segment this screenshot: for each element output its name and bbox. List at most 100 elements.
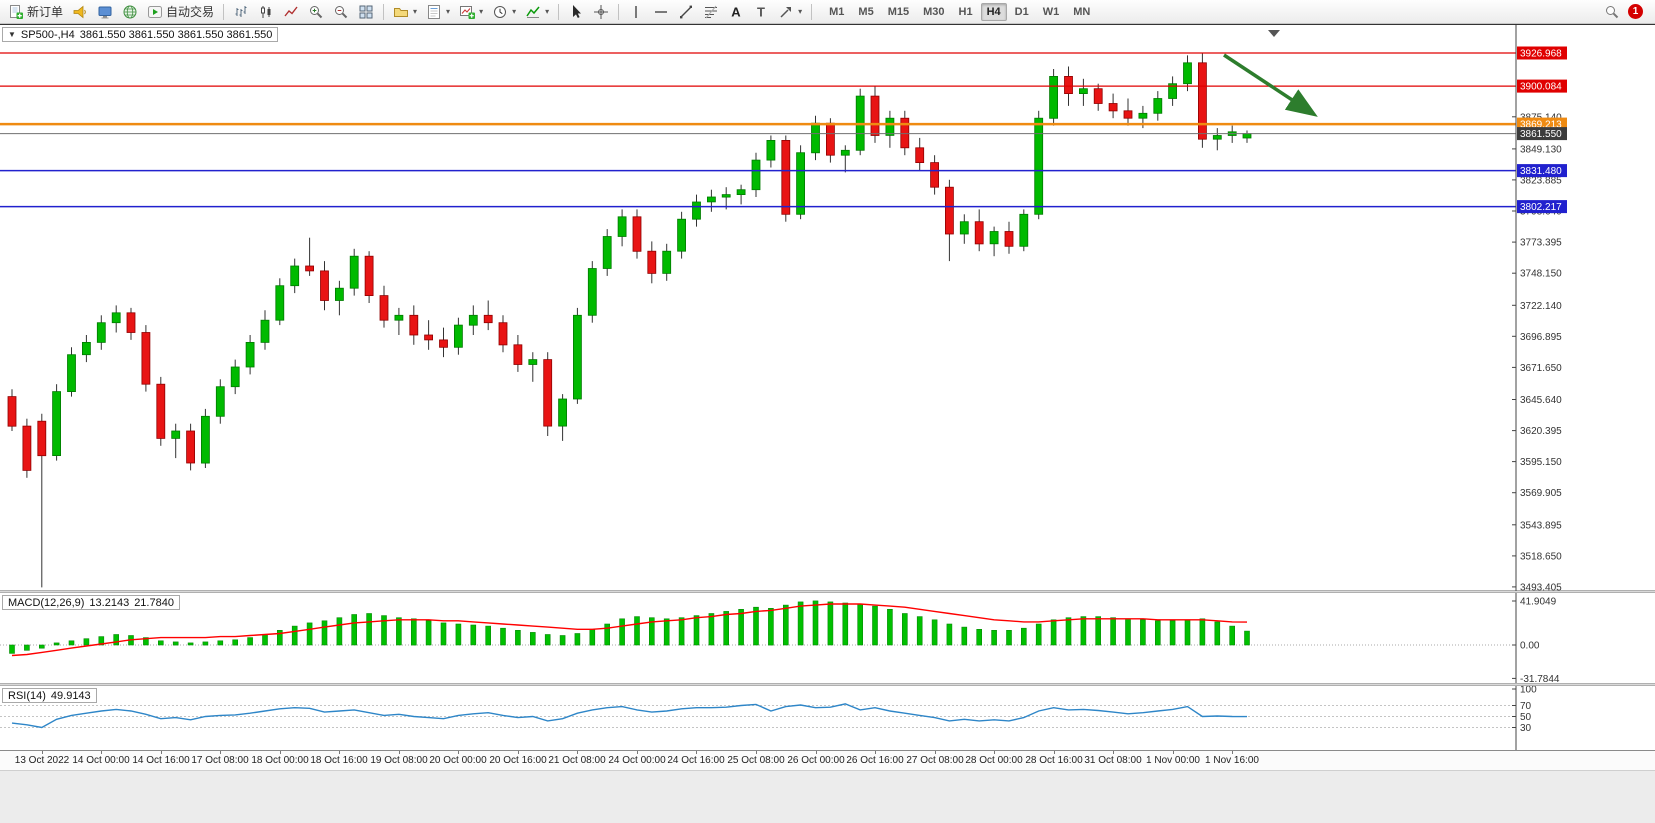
timeframe-button-d1[interactable]: D1 [1009, 3, 1035, 21]
vertical-line-tool-button[interactable] [624, 1, 648, 22]
fibonacci-icon [705, 5, 718, 18]
price-axis-label: 3696.895 [1520, 332, 1562, 343]
time-tick [399, 751, 400, 754]
notification-badge[interactable]: 1 [1628, 4, 1643, 19]
indicators-button[interactable]: ▾ [521, 1, 553, 22]
news-button[interactable] [68, 1, 92, 22]
one-click-collapse-icon[interactable]: ▼ [8, 29, 16, 39]
periods-button[interactable]: ▾ [488, 1, 520, 22]
main-chart-canvas[interactable]: 3875.1403849.1303823.8853798.6403773.395… [0, 25, 1655, 591]
panel-splitter[interactable] [0, 683, 1655, 686]
time-axis-label: 1 Nov 16:00 [1205, 755, 1259, 766]
time-tick [1232, 751, 1233, 754]
dropdown-caret-icon: ▾ [545, 7, 550, 16]
label-tool-button[interactable]: T [749, 1, 773, 22]
price-axis-label: 3543.895 [1520, 520, 1562, 531]
autotrading-button[interactable]: 自动交易 [143, 1, 218, 22]
templates-button[interactable]: ▾ [422, 1, 454, 22]
crosshair-button[interactable] [589, 1, 613, 22]
timeframe-button-mn[interactable]: MN [1067, 3, 1096, 21]
svg-text:3900.084: 3900.084 [1520, 82, 1562, 93]
time-tick [696, 751, 697, 754]
time-axis[interactable]: 13 Oct 2022 14 Oct 00:00 14 Oct 16:00 17 Oc… [0, 750, 1655, 770]
dropdown-caret-icon: ▾ [413, 7, 418, 16]
terminal-button[interactable] [93, 1, 117, 22]
arrow-annotation[interactable] [1223, 53, 1318, 117]
rsi-info-box[interactable]: RSI(14) 49.9143 [2, 688, 97, 703]
dropdown-caret-icon: ▾ [479, 7, 484, 16]
time-axis-label: 28 Oct 00:00 [965, 755, 1023, 766]
macd-axis-label: -31.7844 [1520, 674, 1560, 683]
time-tick [42, 751, 43, 754]
autotrading-icon [148, 5, 163, 18]
arrows-tool-button[interactable]: ▾ [774, 1, 806, 22]
tile-windows-icon [359, 5, 373, 18]
zoom-in-icon [310, 5, 323, 18]
cursor-button[interactable] [564, 1, 588, 22]
text-tool-button[interactable]: A [724, 1, 748, 22]
rsi-axis-label: 70 [1520, 701, 1532, 712]
macd-signal-line [11, 603, 1248, 657]
new-order-button[interactable]: 新订单 [4, 1, 67, 22]
timeframe-button-m30[interactable]: M30 [917, 3, 950, 21]
time-tick [994, 751, 995, 754]
time-tick [101, 751, 102, 754]
candlestick-chart-button[interactable] [254, 1, 278, 22]
timeframe-button-w1[interactable]: W1 [1037, 3, 1066, 21]
macd-histogram [9, 600, 1250, 654]
profiles-button[interactable]: ▾ [389, 1, 421, 22]
folder-icon [394, 7, 409, 17]
svg-text:3802.217: 3802.217 [1520, 202, 1562, 213]
svg-text:T: T [757, 4, 765, 19]
price-axis-label: 3823.885 [1520, 175, 1562, 186]
price-axis-label: 3773.395 [1520, 238, 1562, 249]
macd-canvas[interactable]: 41.9049 0.00 -31.7844 [0, 593, 1655, 683]
time-tick [518, 751, 519, 754]
new-chart-button[interactable]: ▾ [455, 1, 487, 22]
svg-text:3926.968: 3926.968 [1520, 49, 1562, 60]
time-axis-label: 26 Oct 00:00 [787, 755, 845, 766]
trendline-tool-button[interactable] [674, 1, 698, 22]
price-badge: 3802.217 [1517, 200, 1567, 214]
bar-chart-button[interactable] [229, 1, 253, 22]
candlestick-icon [261, 5, 271, 18]
macd-info-box[interactable]: MACD(12,26,9) 13.2143 21.7840 [2, 595, 180, 610]
indicators-icon [526, 6, 540, 18]
zoom-in-button[interactable] [304, 1, 328, 22]
toolbar-separator [223, 3, 225, 20]
bottom-spacer [0, 770, 1655, 823]
time-axis-label: 26 Oct 16:00 [846, 755, 904, 766]
fibonacci-tool-button[interactable] [699, 1, 723, 22]
timeframe-button-h1[interactable]: H1 [953, 3, 979, 21]
macd-axis-label: 0.00 [1520, 641, 1540, 652]
horizontal-line-tool-button[interactable] [649, 1, 673, 22]
price-axis-label: 3645.640 [1520, 395, 1562, 406]
web-terminal-button[interactable] [118, 1, 142, 22]
time-tick [1054, 751, 1055, 754]
price-badge: 3926.968 [1517, 46, 1567, 60]
timeframe-button-m5[interactable]: M5 [852, 3, 879, 21]
monitor-icon [98, 6, 112, 18]
time-tick [339, 751, 340, 754]
line-chart-button[interactable] [279, 1, 303, 22]
chart-shift-marker[interactable] [1268, 30, 1280, 37]
timeframe-button-m1[interactable]: M1 [823, 3, 850, 21]
rsi-panel: 100 70 50 30 RSI(14) 49.9143 [0, 686, 1655, 750]
search-icon[interactable] [1604, 4, 1620, 20]
rsi-value: 49.9143 [50, 689, 91, 702]
time-axis-label: 19 Oct 08:00 [370, 755, 428, 766]
ohlc-values: 3861.550 3861.550 3861.550 3861.550 [79, 28, 273, 41]
panel-splitter[interactable] [0, 590, 1655, 593]
timeframe-button-m15[interactable]: M15 [882, 3, 915, 21]
macd-signal-value: 21.7840 [134, 596, 174, 609]
chart-window: 3875.1403849.1303823.8853798.6403773.395… [0, 24, 1655, 823]
time-axis-label: 31 Oct 08:00 [1084, 755, 1142, 766]
time-tick [161, 751, 162, 754]
timeframe-button-h4[interactable]: H4 [980, 2, 1007, 21]
zoom-out-button[interactable] [329, 1, 353, 22]
time-tick [577, 751, 578, 754]
text-icon: A [731, 4, 741, 19]
tile-windows-button[interactable] [354, 1, 378, 22]
macd-panel: 41.9049 0.00 -31.7844 MACD(12,26,9) 13.214… [0, 593, 1655, 683]
